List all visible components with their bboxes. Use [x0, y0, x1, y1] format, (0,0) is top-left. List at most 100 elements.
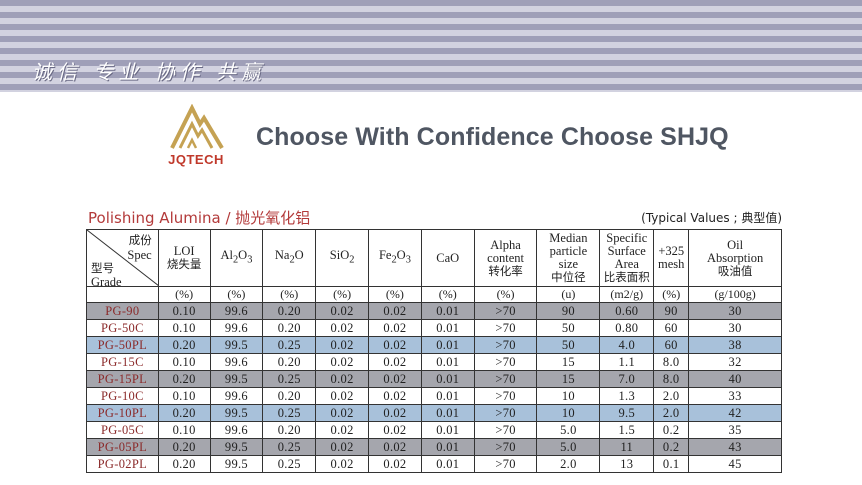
value-cell: 1.5	[599, 421, 655, 439]
grade-en-label: Grade	[91, 275, 122, 289]
value-cell: 15	[536, 353, 601, 371]
value-cell: 0.25	[262, 438, 317, 456]
value-cell: 0.02	[315, 319, 369, 337]
company-logo: JQTECH	[157, 104, 235, 167]
value-cell: 90	[536, 302, 601, 320]
value-cell: 2.0	[653, 404, 690, 422]
col-header-sio2: SiO2	[315, 229, 369, 287]
value-cell: 60	[653, 336, 690, 354]
grade-cell: PG-15C	[86, 353, 159, 371]
grade-cell: PG-10PL	[86, 404, 159, 422]
value-cell: 0.01	[420, 302, 475, 320]
value-cell: 0.01	[420, 421, 475, 439]
value-cell: 42	[688, 404, 782, 422]
unit-cell: (%)	[209, 286, 264, 303]
value-cell: 0.02	[368, 336, 422, 354]
value-cell: 13	[599, 455, 655, 473]
value-cell: 38	[688, 336, 782, 354]
header-row: 成份 Spec 型号 Grade LOI 烧失量 Al2O3 Na2O SiO2 …	[86, 229, 782, 289]
value-cell: 0.01	[420, 370, 475, 388]
col-header-mesh: +325 mesh	[654, 230, 690, 286]
value-cell: 0.01	[420, 387, 475, 405]
value-cell: 43	[688, 438, 782, 456]
value-cell: >70	[473, 455, 538, 473]
unit-cell: (u)	[536, 286, 601, 303]
value-cell: 99.6	[209, 353, 264, 371]
units-row: (%) (%) (%) (%) (%) (%) (%) (u) (m2/g) (…	[86, 286, 782, 303]
value-cell: 0.02	[315, 421, 369, 439]
value-cell: 99.6	[209, 302, 264, 320]
value-cell: >70	[473, 438, 538, 456]
value-cell: 50	[536, 336, 601, 354]
value-cell: 0.10	[157, 319, 211, 337]
value-cell: 99.6	[209, 421, 264, 439]
value-cell: 30	[688, 319, 782, 337]
table-row: PG-50PL 0.20 99.5 0.25 0.02 0.02 0.01 >70 50 4.0 6…	[86, 336, 782, 354]
slogan: 诚信 专业 协作 共赢	[32, 60, 267, 84]
value-cell: 7.0	[599, 370, 655, 388]
value-cell: 0.02	[368, 302, 422, 320]
grade-cell: PG-10C	[86, 387, 159, 405]
value-cell: >70	[473, 336, 538, 354]
header-banner: 诚信 专业 协作 共赢	[0, 0, 862, 92]
table-row: PG-05PL 0.20 99.5 0.25 0.02 0.02 0.01 >70 5.0 11 0…	[86, 438, 782, 456]
value-cell: 32	[688, 353, 782, 371]
table-row: PG-10C 0.10 99.6 0.20 0.02 0.02 0.01 >70 10 1.3 2.…	[86, 387, 782, 405]
value-cell: 0.25	[262, 370, 317, 388]
value-cell: 0.20	[262, 353, 317, 371]
value-cell: 0.02	[368, 387, 422, 405]
col-header-group: +325 mesh Oil Absorption 吸油值	[653, 229, 782, 287]
value-cell: >70	[473, 421, 538, 439]
value-cell: 9.5	[599, 404, 655, 422]
unit-cell: (m2/g)	[599, 286, 655, 303]
col-header-al2o3: Al2O3	[209, 229, 264, 287]
unit-cell: (%)	[315, 286, 369, 303]
value-cell: >70	[473, 353, 538, 371]
value-cell: 0.02	[315, 302, 369, 320]
diagonal-line	[87, 230, 159, 286]
value-cell: 11	[599, 438, 655, 456]
unit-cell: (%)	[473, 286, 538, 303]
value-cell: 0.02	[368, 319, 422, 337]
table-row: PG-10PL 0.20 99.5 0.25 0.02 0.02 0.01 >70 10 9.5 2…	[86, 404, 782, 422]
table-row: PG-50C 0.10 99.6 0.20 0.02 0.02 0.01 >70 50 0.80 6…	[86, 319, 782, 337]
value-cell: 90	[653, 302, 690, 320]
value-cell: 0.02	[315, 404, 369, 422]
value-cell: 0.02	[315, 387, 369, 405]
table-row: PG-90 0.10 99.6 0.20 0.02 0.02 0.01 >70 90 0.60 90…	[86, 302, 782, 320]
col-header-alpha: Alpha content 转化率	[473, 229, 538, 287]
value-cell: 50	[536, 319, 601, 337]
value-cell: 99.5	[209, 438, 264, 456]
table-row: PG-05C 0.10 99.6 0.20 0.02 0.02 0.01 >70 5.0 1.5 0…	[86, 421, 782, 439]
value-cell: 33	[688, 387, 782, 405]
table-body: PG-90 0.10 99.6 0.20 0.02 0.02 0.01 >70 90 0.60 90…	[86, 302, 782, 473]
grade-cell: PG-02PL	[86, 455, 159, 473]
section-title: Polishing Alumina / 抛光氧化铝	[88, 209, 311, 227]
unit-cell: (%)	[262, 286, 317, 303]
value-cell: 60	[653, 319, 690, 337]
spec-table: 成份 Spec 型号 Grade LOI 烧失量 Al2O3 Na2O SiO2 …	[86, 229, 782, 473]
value-cell: >70	[473, 387, 538, 405]
value-cell: >70	[473, 319, 538, 337]
spec-cn-label: 成份	[128, 233, 152, 247]
value-cell: 0.01	[420, 319, 475, 337]
value-cell: 0.20	[157, 370, 211, 388]
value-cell: 0.02	[315, 438, 369, 456]
value-cell: 0.1	[653, 455, 690, 473]
value-cell: 0.02	[368, 404, 422, 422]
value-cell: 1.3	[599, 387, 655, 405]
spec-en-label: Spec	[127, 248, 152, 262]
value-cell: 35	[688, 421, 782, 439]
unit-cell: (%)	[157, 286, 211, 303]
unit-cell: (%)	[654, 287, 690, 302]
grade-cell: PG-90	[86, 302, 159, 320]
value-cell: 0.25	[262, 455, 317, 473]
table-row: PG-15PL 0.20 99.5 0.25 0.02 0.02 0.01 >70 15 7.0 8…	[86, 370, 782, 388]
table-row: PG-15C 0.10 99.6 0.20 0.02 0.02 0.01 >70 15 1.1 8.…	[86, 353, 782, 371]
value-cell: 99.5	[209, 404, 264, 422]
value-cell: 99.6	[209, 387, 264, 405]
col-header-cao: CaO	[420, 229, 475, 287]
value-cell: 0.10	[157, 353, 211, 371]
value-cell: 0.2	[653, 421, 690, 439]
grade-cell: PG-15PL	[86, 370, 159, 388]
